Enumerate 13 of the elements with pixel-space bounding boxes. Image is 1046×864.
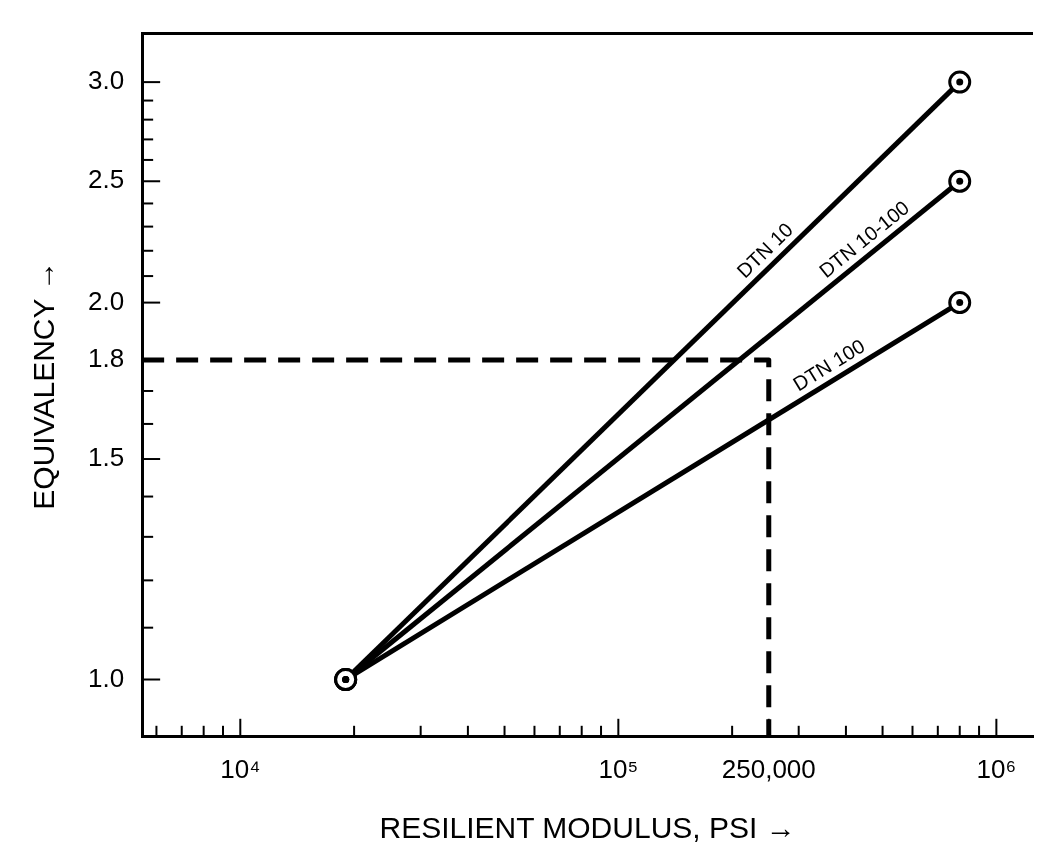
y-tick-label: 2.0 — [87, 285, 125, 316]
x-tick-label: 10⁵ — [598, 753, 639, 784]
y-axis-title: EQUIVALENCY → — [27, 260, 61, 510]
x-tick-label: 250,000 — [721, 753, 816, 784]
text: DTN 100 — [788, 334, 869, 396]
x-tick-label: 10⁶ — [976, 753, 1017, 784]
y-tick-label: 1.0 — [87, 662, 125, 693]
y-tick-label: 3.0 — [87, 65, 125, 96]
x-tick-label: 10⁴ — [220, 753, 261, 784]
y-tick-label: 1.8 — [87, 343, 125, 374]
y-tick-label: 2.5 — [87, 164, 125, 195]
y-tick-label: 1.5 — [87, 442, 125, 473]
x-axis-title: RESILIENT MODULUS, PSI → — [379, 811, 796, 845]
